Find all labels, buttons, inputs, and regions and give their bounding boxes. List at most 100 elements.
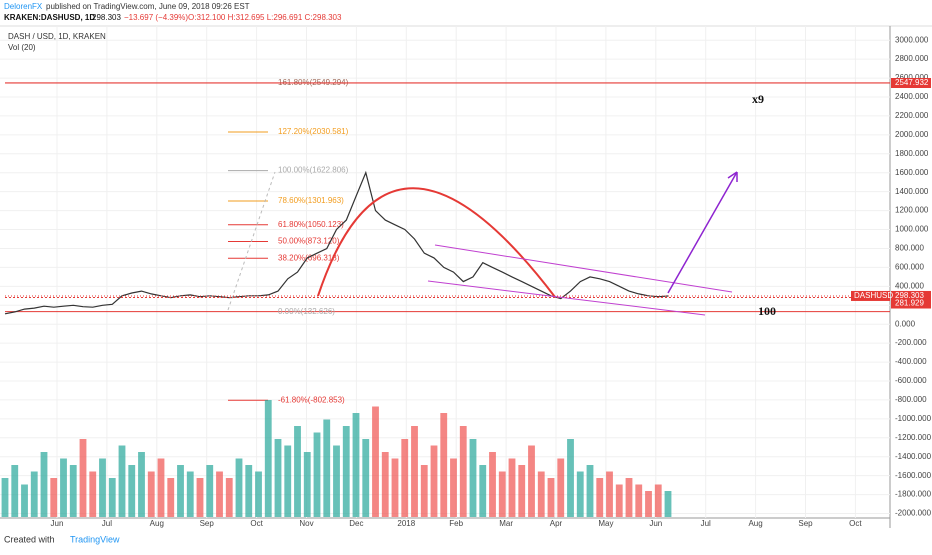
volume-bar [440,413,448,517]
y-tick-label: -600.000 [895,376,927,385]
volume-bar [108,478,116,517]
volume-bar [586,465,594,517]
fib-label: 100.00%(1622.806) [278,166,349,175]
volume-bar [420,465,428,517]
volume-bar [303,452,311,517]
volume-bar [40,452,48,517]
volume-bar [225,478,233,517]
volume-bar [625,478,633,517]
footer-created: Created with [4,534,55,544]
volume-bar [635,484,643,517]
volume-bar [547,478,555,517]
volume-bar [450,458,457,517]
volume-bar [518,465,526,517]
x-tick-label: Oct [849,519,862,528]
x-tick-label: Apr [550,519,563,528]
volume-bar [391,458,399,517]
price-tag-label: 281.929 [895,299,924,308]
change: −13.697 (−4.39%) [124,13,188,22]
arrow-head [727,171,738,182]
volume-bar [372,406,379,517]
arc [317,187,556,298]
y-tick-label: -1600.000 [895,471,932,480]
volume-bar [21,484,28,517]
volume-bar [489,452,496,517]
volume-bar [206,465,214,517]
x-tick-label: Jul [701,519,711,528]
volume-bar [157,458,165,517]
volume-bar [79,439,87,517]
volume-bar [69,465,77,517]
y-tick-label: 800.000 [895,244,924,253]
x-tick-label: Sep [200,519,215,528]
fib-label: 161.80%(2549.294) [278,78,349,87]
volume-bar [469,439,477,517]
author[interactable]: DelorenFX [4,2,43,11]
fib-trend [227,171,276,311]
x-tick-label: Dec [349,519,363,528]
volume-bar [294,426,301,517]
price-tag-label: 2547.932 [895,78,929,87]
volume-bar [606,471,613,517]
x-tick-label: 2018 [397,519,415,528]
fib-label: 78.60%(1301.963) [278,196,344,205]
volume-bar [147,471,155,517]
fib-label: 50.00%(873.120) [278,237,340,246]
y-tick-label: -2000.000 [895,509,932,518]
price-tag [891,77,931,88]
y-tick-label: -1000.000 [895,414,932,423]
y-tick-label: 0.000 [895,319,916,328]
volume-bar [255,471,262,517]
y-tick-label: 3000.000 [895,35,929,44]
name-tag-label: DASHUSD [854,291,893,300]
x-tick-label: May [598,519,613,528]
volume-bar [576,471,584,517]
volume-bar [459,426,467,517]
fib-label: -61.80%(-802.853) [278,395,345,404]
volume-bar [89,471,97,517]
last: 298.303 [92,13,121,22]
volume-bar [654,484,662,517]
volume-bar [528,445,535,517]
footer-brand[interactable]: TradingView [70,534,120,544]
volume-bar [401,439,409,517]
volume-bar [323,419,331,517]
volume-bar [50,478,58,517]
y-tick-label: 1800.000 [895,149,929,158]
y-tick-label: -1800.000 [895,490,932,499]
y-tick-label: 2400.000 [895,92,929,101]
annotation-100: 100 [758,304,776,318]
symbol: KRAKEN:DASHUSD, 1D [4,13,95,22]
volume-bar [333,445,340,517]
volume-bar [1,478,9,517]
fib-label: 61.80%(1050.123) [278,220,344,229]
channel-top [434,244,733,293]
x-tick-label: Sep [798,519,813,528]
y-tick-label: 2200.000 [895,111,929,120]
y-tick-label: 600.000 [895,263,924,272]
volume-bar [284,445,292,517]
x-tick-label: Mar [499,519,513,528]
y-tick-label: -200.000 [895,338,927,347]
y-tick-label: 1400.000 [895,187,929,196]
volume-bar [557,458,565,517]
y-tick-label: 2800.000 [895,54,929,63]
channel-bottom [427,280,706,316]
y-tick-label: 2000.000 [895,130,929,139]
y-tick-label: 1200.000 [895,206,929,215]
x-tick-label: Jul [102,519,112,528]
x-tick-label: Feb [449,519,463,528]
y-tick-label: 1600.000 [895,168,929,177]
price-tag [891,290,931,301]
x-tick-label: Oct [250,519,263,528]
volume-bar [362,439,370,517]
volume-bar [430,445,438,517]
price-tag-label: 298.303 [895,291,924,300]
volume-bar [313,432,321,517]
volume-bar [479,465,487,517]
x-tick-label: Jun [51,519,64,528]
volume-bar [245,465,253,517]
y-tick-label: -1200.000 [895,433,932,442]
y-tick-label: 400.000 [895,281,924,290]
